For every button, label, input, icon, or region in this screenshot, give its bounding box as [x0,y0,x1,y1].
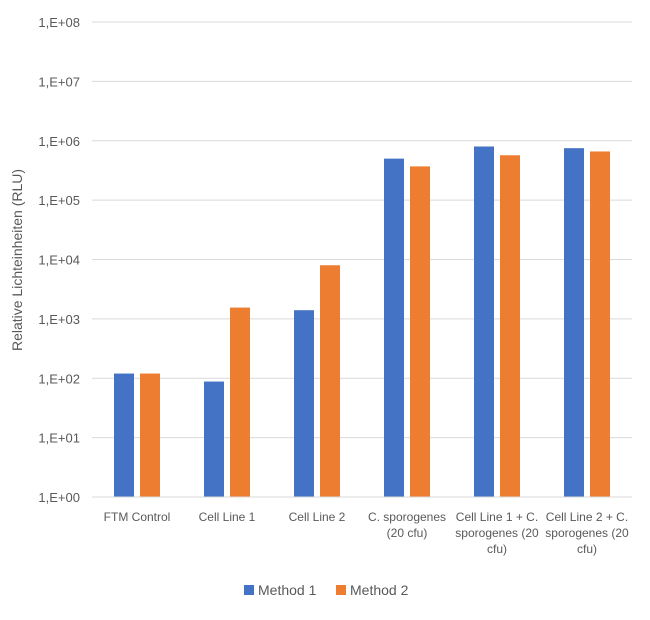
x-category-label: FTM Control [104,510,171,524]
bar-method-1 [384,158,404,497]
y-tick-label: 1,E+00 [38,490,80,505]
x-category-label-line: (20 cfu) [387,526,428,540]
legend-label: Method 2 [350,582,409,598]
y-tick-label: 1,E+05 [38,193,80,208]
x-category-label: Cell Line 2 + C. sporogenes (20 cfu) [545,510,629,556]
x-category-label-line: Cell Line 1 [199,510,256,524]
bar-method-1 [474,146,494,497]
x-category-label: Cell Line 1 + C. sporogenes (20 cfu) [455,510,539,556]
x-category-label-line: Cell Line 1 + C. [456,510,538,524]
legend-swatch [336,585,346,595]
x-category-label-line: FTM Control [104,510,171,524]
y-tick-label: 1,E+06 [38,134,80,149]
legend[interactable]: Method 1 Method 2 [244,582,409,598]
bar-method-1 [294,310,314,497]
x-category-label: Cell Line 2 [289,510,346,524]
bar-method-2 [590,151,610,497]
legend-swatch [244,585,254,595]
x-category-label-line: cfu) [487,542,507,556]
bar-method-1 [564,148,584,497]
bar-method-1 [204,381,224,497]
y-tick-label: 1,E+03 [38,312,80,327]
y-tick-label: 1,E+07 [38,74,80,89]
y-tick-label: 1,E+01 [38,431,80,446]
bars [114,146,610,498]
y-axis-title: Relative Lichteinheiten (RLU) [9,169,25,351]
x-category-label: C. sporogenes (20 cfu) [368,510,446,540]
x-category-label-line: C. sporogenes [368,510,446,524]
x-category-label-line: Cell Line 2 + C. [546,510,628,524]
legend-label: Method 1 [258,582,317,598]
x-category-label-line: cfu) [577,542,597,556]
gridlines [92,21,632,439]
bar-method-2 [140,373,160,497]
bar-method-2 [500,155,520,497]
y-tick-label: 1,E+02 [38,371,80,386]
bar-method-1 [114,373,134,497]
bar-method-2 [230,307,250,497]
bar-method-2 [320,265,340,497]
y-axis-tick-labels: 1,E+00 1,E+01 1,E+02 1,E+03 1,E+04 1,E+05 1,E+… [38,15,80,505]
bar-method-2 [410,166,430,498]
x-category-label-line: sporogenes (20 [455,526,539,540]
x-category-label: Cell Line 1 [199,510,256,524]
y-tick-label: 1,E+04 [38,253,80,268]
x-category-label-line: sporogenes (20 [545,526,629,540]
y-tick-label: 1,E+08 [38,15,80,30]
x-category-label-line: Cell Line 2 [289,510,346,524]
x-axis-category-labels: FTM Control Cell Line 1 Cell Line 2 C. spor… [104,510,629,556]
